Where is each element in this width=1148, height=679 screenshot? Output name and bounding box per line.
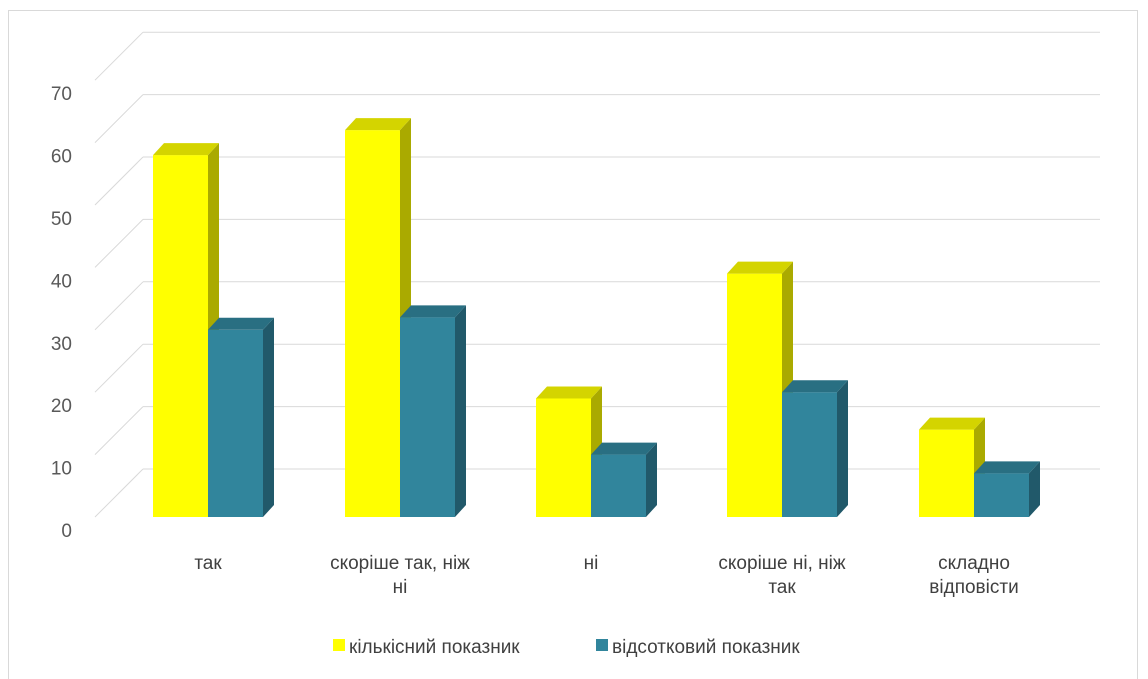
grid-line-depth — [94, 219, 144, 268]
y-tick-label: 20 — [51, 396, 72, 417]
grid-line-depth — [94, 468, 144, 518]
category-label-line: ні — [584, 553, 599, 574]
bar-top — [345, 118, 411, 131]
x-axis-labels: так скоріше так, ніж ні ні скоріше ні, ніж та… — [194, 553, 1018, 598]
grid-line-depth — [94, 94, 144, 143]
bar-side — [455, 305, 466, 517]
bar-top — [591, 442, 657, 455]
bar-top — [727, 261, 793, 274]
bar-side — [837, 380, 848, 517]
bar-side — [263, 317, 274, 517]
category-label-line: ні — [393, 577, 408, 598]
grid-line-depth — [94, 281, 144, 331]
grid-line-depth — [94, 343, 144, 393]
bar — [536, 398, 591, 517]
category-label-line: так — [194, 553, 222, 574]
bar — [974, 473, 1029, 517]
category-label-line: так — [768, 577, 796, 598]
bar — [727, 273, 782, 517]
bar — [591, 454, 646, 517]
bar-side — [1029, 461, 1040, 517]
y-axis: 0 10 20 30 40 50 60 70 — [51, 84, 72, 542]
grid-line-depth — [94, 31, 144, 81]
y-tick-label: 70 — [51, 84, 72, 105]
bar-top — [536, 386, 602, 399]
chart-frame — [8, 10, 1138, 679]
grid-line-depth — [94, 156, 144, 206]
grid-lines — [94, 31, 1100, 518]
y-tick-label: 30 — [51, 334, 72, 355]
grid-line-depth — [94, 406, 144, 455]
bar-top — [208, 317, 274, 330]
category-label-line: складно — [938, 553, 1010, 574]
y-tick-label: 40 — [51, 271, 72, 292]
category-label: так — [194, 553, 222, 574]
y-tick-label: 50 — [51, 209, 72, 230]
bar — [400, 317, 455, 517]
category-label: скоріше ні, ніж так — [718, 553, 845, 598]
bar-top — [974, 461, 1040, 474]
bar-top — [400, 305, 466, 318]
bar — [919, 429, 974, 517]
y-tick-label: 0 — [61, 521, 72, 542]
legend-label: відсотковий показник — [612, 637, 800, 658]
category-label: складно відповісти — [929, 553, 1018, 598]
bar — [153, 155, 208, 517]
category-label: скоріше так, ніж ні — [330, 553, 470, 598]
bar-side — [646, 442, 657, 517]
legend-label: кількісний показник — [349, 637, 520, 658]
legend-swatch — [596, 639, 608, 651]
category-label: ні — [584, 553, 599, 574]
bar-top — [919, 417, 985, 430]
bar — [782, 392, 837, 517]
bar — [345, 130, 400, 517]
category-label-line: скоріше так, ніж — [330, 553, 470, 574]
legend-swatch — [333, 639, 345, 651]
bars — [153, 118, 1040, 518]
y-tick-label: 10 — [51, 459, 72, 480]
category-label-line: скоріше ні, ніж — [718, 553, 845, 574]
legend: кількісний показник відсотковий показник — [333, 637, 800, 658]
bar-top — [782, 380, 848, 393]
bar — [208, 329, 263, 517]
category-label-line: відповісти — [929, 577, 1018, 598]
y-tick-label: 60 — [51, 147, 72, 168]
bar-top — [153, 143, 219, 156]
